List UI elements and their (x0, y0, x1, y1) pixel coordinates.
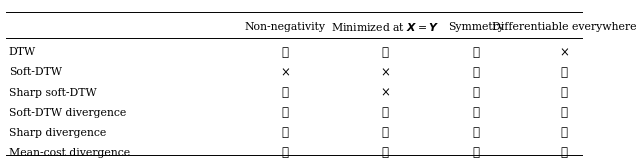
Text: Soft-DTW divergence: Soft-DTW divergence (9, 108, 126, 118)
Text: ✓: ✓ (381, 46, 388, 59)
Text: Soft-DTW: Soft-DTW (9, 68, 62, 77)
Text: ✓: ✓ (472, 146, 479, 159)
Text: ✓: ✓ (472, 66, 479, 79)
Text: ✓: ✓ (472, 46, 479, 59)
Text: Non-negativity: Non-negativity (244, 22, 326, 32)
Text: ✓: ✓ (472, 126, 479, 139)
Text: ✓: ✓ (561, 66, 568, 79)
Text: ×: × (280, 66, 290, 79)
Text: ×: × (380, 66, 390, 79)
Text: ✓: ✓ (381, 106, 388, 119)
Text: ×: × (559, 46, 569, 59)
Text: Symmetry: Symmetry (448, 22, 504, 32)
Text: ×: × (380, 86, 390, 99)
Text: ✓: ✓ (472, 86, 479, 99)
Text: ✓: ✓ (282, 86, 289, 99)
Text: ✓: ✓ (561, 126, 568, 139)
Text: ✓: ✓ (472, 106, 479, 119)
Text: ✓: ✓ (381, 146, 388, 159)
Text: Differentiable everywhere: Differentiable everywhere (492, 22, 636, 32)
Text: Mean-cost divergence: Mean-cost divergence (9, 148, 130, 158)
Text: ✓: ✓ (282, 106, 289, 119)
Text: ✓: ✓ (561, 86, 568, 99)
Text: ✓: ✓ (282, 146, 289, 159)
Text: ✓: ✓ (561, 106, 568, 119)
Text: Sharp soft-DTW: Sharp soft-DTW (9, 88, 97, 98)
Text: DTW: DTW (9, 48, 36, 57)
Text: Sharp divergence: Sharp divergence (9, 128, 106, 138)
Text: ✓: ✓ (381, 126, 388, 139)
Text: ✓: ✓ (282, 46, 289, 59)
Text: Minimized at $\boldsymbol{X} = \boldsymbol{Y}$: Minimized at $\boldsymbol{X} = \boldsymb… (331, 21, 439, 33)
Text: ✓: ✓ (561, 146, 568, 159)
Text: ✓: ✓ (282, 126, 289, 139)
